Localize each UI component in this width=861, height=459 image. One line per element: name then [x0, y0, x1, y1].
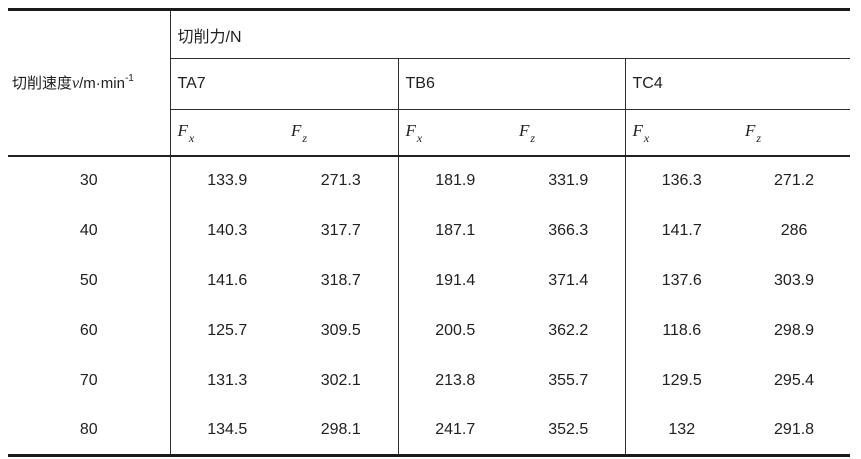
- force-value: 141.7: [624, 205, 738, 256]
- force-value: 141.6: [169, 255, 284, 306]
- force-value: 133.9: [169, 155, 284, 206]
- force-value: 298.9: [774, 321, 815, 339]
- force-value: 371.4: [548, 271, 589, 289]
- force-value: 200.5: [397, 305, 512, 356]
- col-header-fx-tb6: Fx: [397, 109, 512, 157]
- speed-exponent: -1: [124, 73, 134, 85]
- force-value: 355.7: [548, 371, 589, 389]
- force-value: 137.6: [624, 255, 738, 306]
- force-value: 303.9: [774, 271, 815, 289]
- force-value: 309.5: [320, 321, 361, 339]
- force-value: 129.5: [624, 355, 738, 406]
- force-value: 125.7: [169, 305, 284, 356]
- col-header-fx-ta7: Fx: [169, 109, 284, 157]
- col-header-fz-ta7: Fz: [284, 109, 398, 157]
- speed-variable: v: [72, 75, 80, 93]
- force-value: 213.8: [397, 355, 512, 406]
- force-value: 286: [780, 221, 808, 239]
- force-header: 切削力/N: [169, 9, 851, 59]
- table-row: 80 134.5 298.1 241.7 352.5 132 291.8: [8, 405, 850, 456]
- speed-value: 70: [79, 371, 98, 389]
- force-value: 291.8: [774, 420, 815, 438]
- force-value: 241.7: [397, 405, 512, 456]
- force-value: 295.4: [774, 371, 815, 389]
- col-header-fz-tb6: Fz: [512, 109, 625, 157]
- material-header-tb6: TB6: [397, 58, 625, 110]
- table-row: 40 140.3 317.7 187.1 366.3 141.7 286: [8, 205, 850, 256]
- force-value: 352.5: [548, 420, 589, 438]
- force-value: 317.7: [320, 221, 361, 239]
- speed-unit: /m·min: [79, 75, 125, 93]
- force-value: 271.2: [774, 172, 815, 189]
- speed-value: 60: [79, 321, 98, 339]
- speed-label: 切削速度: [12, 75, 73, 93]
- cutting-force-table: 切削速度v/m·min-1 切削力/N TA7 TB6 TC4 Fx Fz Fx…: [8, 8, 851, 457]
- table-row: 50 141.6 318.7 191.4 371.4 137.6 303.9: [8, 255, 850, 306]
- force-value: 187.1: [397, 205, 512, 256]
- force-value: 366.3: [548, 221, 589, 239]
- table-row: 60 125.7 309.5 200.5 362.2 118.6 298.9: [8, 305, 850, 356]
- speed-value: 40: [79, 221, 98, 239]
- force-value: 302.1: [320, 371, 361, 389]
- force-value: 134.5: [169, 405, 284, 456]
- speed-column-header: 切削速度v/m·min-1: [8, 9, 170, 157]
- col-header-fz-tc4: Fz: [738, 109, 851, 157]
- force-value: 362.2: [548, 321, 589, 339]
- force-value: 181.9: [397, 155, 512, 206]
- table-row: 70 131.3 302.1 213.8 355.7 129.5 295.4: [8, 355, 850, 406]
- force-value: 136.3: [624, 155, 738, 206]
- speed-value: 30: [79, 172, 98, 189]
- material-header-tc4: TC4: [624, 58, 851, 110]
- col-header-fx-tc4: Fx: [624, 109, 738, 157]
- speed-value: 50: [79, 271, 98, 289]
- force-value: 140.3: [169, 205, 284, 256]
- force-value: 271.3: [320, 172, 361, 189]
- speed-value: 80: [79, 420, 98, 438]
- table-row: 30 133.9 271.3 181.9 331.9 136.3 271.2: [8, 155, 850, 206]
- material-header-ta7: TA7: [169, 58, 398, 110]
- force-value: 298.1: [320, 420, 361, 438]
- force-value: 331.9: [548, 172, 589, 189]
- force-value: 118.6: [624, 305, 738, 356]
- force-value: 132: [624, 405, 738, 456]
- force-value: 191.4: [397, 255, 512, 306]
- force-value: 131.3: [169, 355, 284, 406]
- force-value: 318.7: [320, 271, 361, 289]
